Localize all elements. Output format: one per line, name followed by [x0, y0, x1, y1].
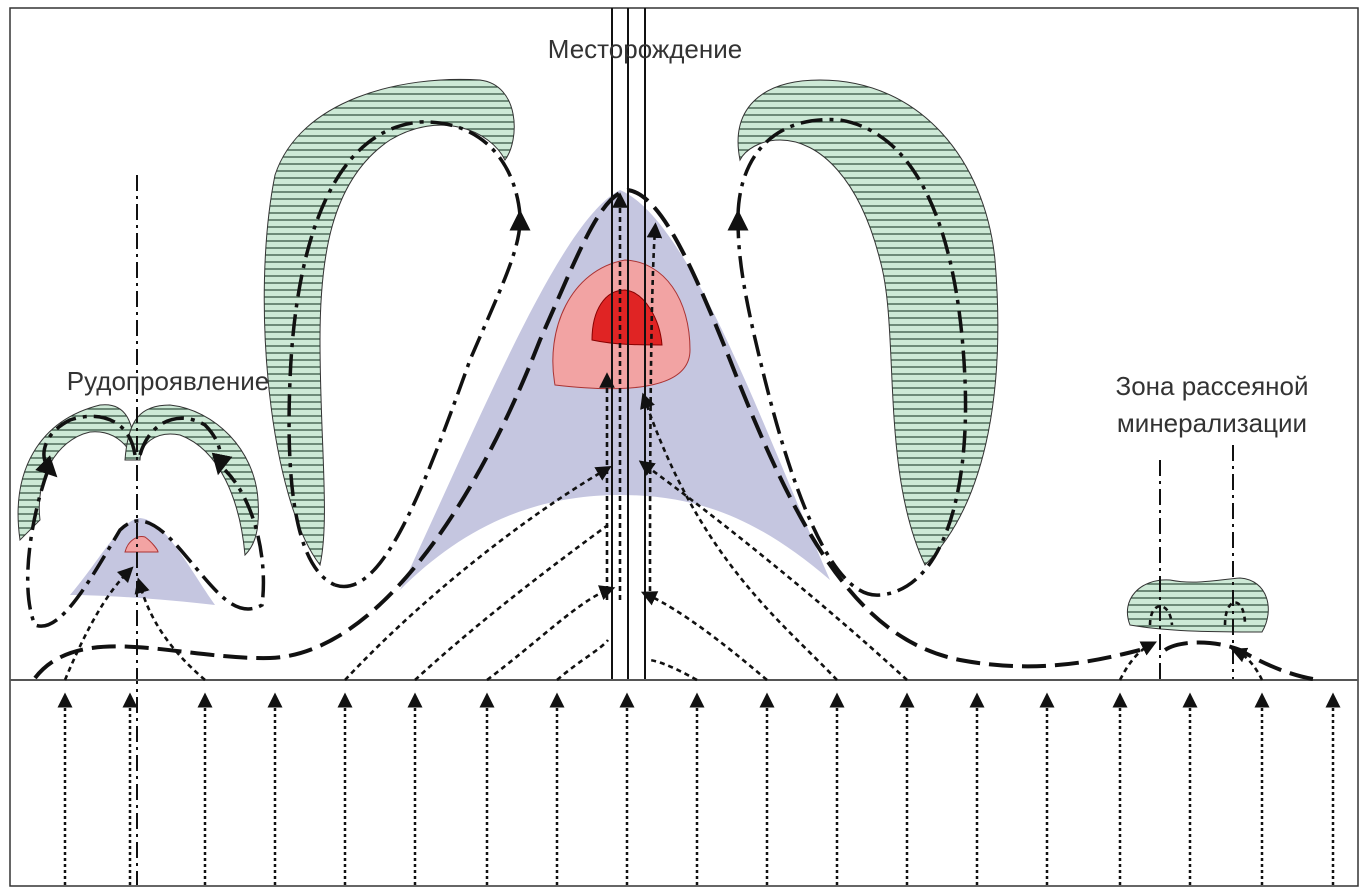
hatched-zone — [1126, 577, 1269, 633]
flow — [63, 566, 134, 681]
flow — [1223, 601, 1247, 626]
flow — [1230, 647, 1264, 681]
upward-flux — [57, 692, 1341, 885]
flow — [486, 585, 616, 682]
flow — [1118, 641, 1157, 681]
flow — [138, 416, 233, 476]
hatched-zone — [124, 404, 259, 557]
flow — [344, 466, 612, 681]
flow — [26, 468, 266, 628]
ore-small — [124, 536, 159, 553]
flow — [727, 209, 881, 597]
flow — [35, 414, 137, 478]
flow — [646, 222, 663, 601]
flow — [736, 117, 968, 597]
flow — [287, 120, 522, 587]
envelope — [33, 187, 1141, 680]
label: Рудопроявление — [67, 366, 269, 396]
label: минерализации — [1117, 408, 1307, 438]
flow — [334, 209, 531, 589]
halo — [400, 190, 830, 590]
flow — [638, 460, 908, 681]
hatched-zone — [737, 79, 999, 566]
flow — [640, 591, 768, 681]
label: Месторождение — [548, 34, 742, 64]
halo — [70, 518, 215, 605]
flow — [640, 392, 838, 681]
flow — [556, 639, 610, 681]
label: Зона рассеяной — [1115, 371, 1308, 401]
